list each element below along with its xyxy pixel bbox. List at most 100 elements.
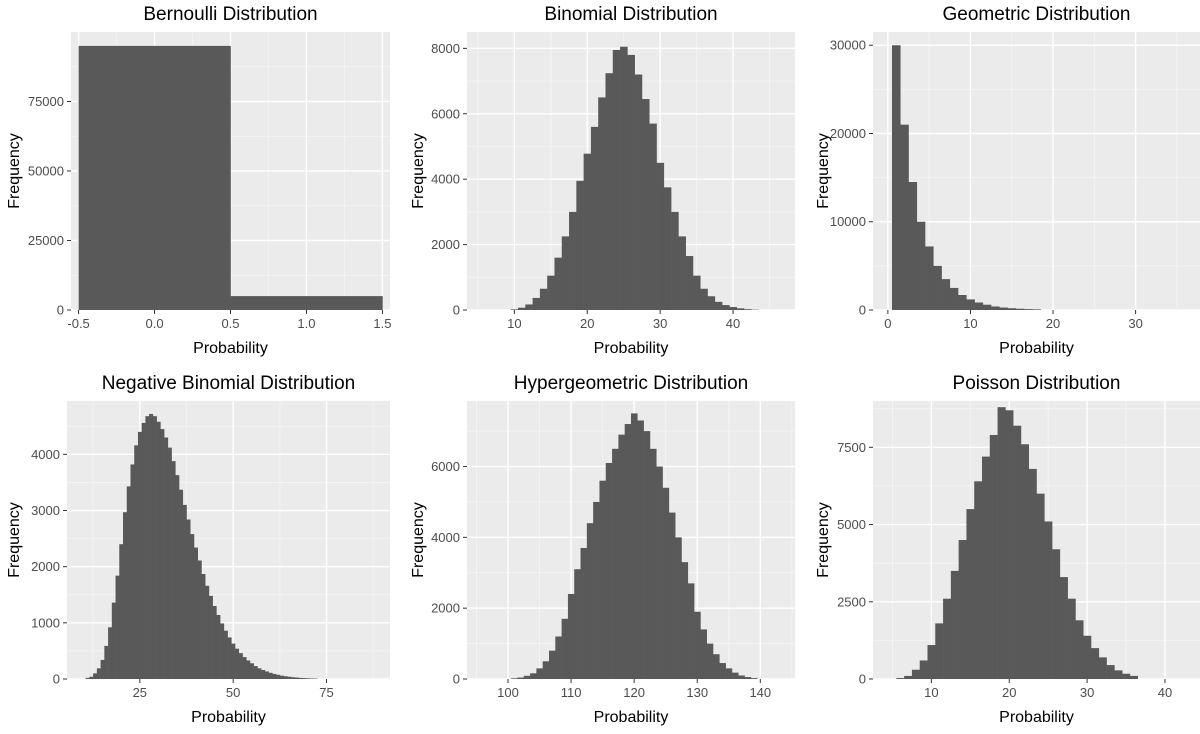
histogram-bar bbox=[743, 309, 752, 310]
x-tick-label: 120 bbox=[623, 685, 645, 700]
x-tick-label: 20 bbox=[580, 316, 594, 331]
histogram-bar bbox=[612, 49, 621, 311]
histogram-bar bbox=[999, 307, 1008, 310]
histogram-bar bbox=[974, 302, 984, 310]
histogram-bar bbox=[598, 97, 606, 310]
y-tick-label: 2000 bbox=[31, 559, 60, 574]
histogram-bar bbox=[190, 534, 195, 679]
histogram-bar bbox=[145, 416, 150, 679]
histogram-bar bbox=[694, 611, 701, 679]
histogram-bar bbox=[1098, 657, 1107, 679]
x-tick-label: 30 bbox=[1080, 685, 1094, 700]
histogram-bar bbox=[1052, 549, 1061, 679]
histogram-bar bbox=[249, 663, 255, 679]
y-tick-label: 10000 bbox=[830, 214, 866, 229]
x-tick-label: 110 bbox=[561, 685, 582, 700]
histogram-bar bbox=[925, 246, 934, 310]
histogram-bar bbox=[179, 489, 184, 679]
histogram-bar bbox=[1044, 521, 1053, 679]
histogram-bar bbox=[904, 675, 913, 679]
x-tick-label: 50 bbox=[226, 685, 240, 700]
histogram-bar bbox=[93, 673, 98, 679]
histogram-bar bbox=[605, 73, 614, 310]
histogram-bar bbox=[989, 434, 998, 679]
x-tick-label: 1.0 bbox=[297, 316, 315, 331]
histogram-bar bbox=[713, 654, 720, 679]
histogram-bar bbox=[156, 421, 161, 679]
histogram-bar bbox=[569, 211, 577, 310]
histogram-bar bbox=[104, 645, 109, 679]
histogram-bar bbox=[685, 256, 694, 310]
x-tick-label: 0.0 bbox=[146, 316, 164, 331]
x-tick-label: 140 bbox=[749, 685, 771, 700]
histogram-bar bbox=[231, 643, 236, 679]
y-tick-label: 7500 bbox=[837, 440, 866, 455]
histogram-bar bbox=[574, 569, 581, 679]
histogram-bar bbox=[714, 301, 723, 310]
histogram-bar bbox=[725, 668, 733, 679]
x-tick-label: 1.5 bbox=[373, 316, 391, 331]
histogram-bar bbox=[182, 504, 187, 679]
histogram-bar bbox=[1091, 648, 1100, 679]
histogram-bar bbox=[279, 675, 284, 679]
chart-panel-3: 0 10 20 30 0 10000 20000 30000 Geometric Distrib… bbox=[815, 4, 1200, 357]
histogram-bar bbox=[958, 540, 967, 679]
histogram-bar bbox=[700, 288, 708, 310]
y-tick-label: 0 bbox=[53, 672, 60, 687]
x-tick-label: 20 bbox=[1046, 316, 1060, 331]
histogram-bar bbox=[518, 307, 526, 310]
histogram-bar bbox=[624, 424, 632, 679]
x-tick-label: 25 bbox=[133, 685, 147, 700]
histogram-bar bbox=[193, 547, 198, 679]
histogram-bar bbox=[896, 678, 905, 679]
x-tick-label: 10 bbox=[963, 316, 977, 331]
histogram-bar bbox=[641, 99, 650, 310]
histogram-bar bbox=[100, 659, 105, 679]
histogram-bar bbox=[911, 669, 921, 679]
histogram-bar bbox=[517, 677, 525, 679]
x-tick-label: 40 bbox=[726, 316, 740, 331]
y-axis-title: Frequency bbox=[815, 133, 832, 209]
y-tick-label: 6000 bbox=[431, 106, 460, 121]
histogram-bar bbox=[253, 666, 258, 679]
x-tick-label: 75 bbox=[319, 685, 333, 700]
histogram-bar bbox=[656, 162, 665, 310]
histogram-bar bbox=[242, 657, 247, 679]
histogram-bar bbox=[160, 429, 165, 679]
histogram-bar bbox=[982, 304, 992, 310]
y-tick-label: 20000 bbox=[830, 126, 866, 141]
chart-panel-2: 10 20 30 40 0 2000 4000 6000 8000 Binomial Distri… bbox=[410, 4, 795, 357]
histogram-bar bbox=[949, 287, 959, 310]
histogram-bar bbox=[663, 187, 672, 310]
histogram-bar bbox=[982, 456, 991, 679]
histogram-bar bbox=[919, 660, 928, 679]
histogram-bar bbox=[612, 448, 619, 679]
y-tick-label: 6000 bbox=[431, 459, 460, 474]
histogram-bar bbox=[309, 678, 314, 679]
histogram-bar bbox=[729, 307, 737, 310]
histogram-bar bbox=[731, 672, 739, 679]
histogram-bar bbox=[719, 663, 726, 679]
chart-title: Hypergeometric Distribution bbox=[514, 373, 748, 394]
histogram-bar bbox=[631, 413, 638, 679]
histogram-bar bbox=[649, 123, 657, 310]
histogram-bar bbox=[649, 448, 657, 679]
histogram-bar bbox=[111, 602, 116, 679]
x-axis-title: Probability bbox=[594, 340, 669, 357]
histogram-bar bbox=[1028, 468, 1037, 679]
histogram-bar bbox=[164, 437, 169, 679]
histogram-bar bbox=[627, 54, 635, 310]
histogram-bar bbox=[523, 675, 531, 679]
x-tick-label: 30 bbox=[653, 316, 667, 331]
histogram-bar bbox=[700, 629, 707, 679]
y-axis-title: Frequency bbox=[815, 502, 832, 578]
x-tick-label: 40 bbox=[1158, 685, 1172, 700]
y-tick-label: 2000 bbox=[431, 601, 460, 616]
histogram-bar bbox=[511, 678, 518, 679]
histogram-bar bbox=[1024, 309, 1033, 310]
histogram-bar bbox=[130, 464, 135, 679]
histogram-bar bbox=[576, 180, 584, 310]
histogram-bar bbox=[539, 288, 548, 310]
histogram-bar bbox=[536, 668, 543, 679]
histogram-bar bbox=[268, 672, 273, 679]
